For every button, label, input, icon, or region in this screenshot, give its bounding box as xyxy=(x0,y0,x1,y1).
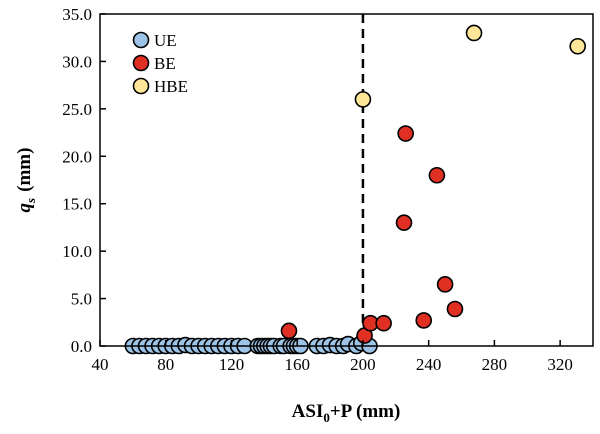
data-point-be xyxy=(415,312,433,329)
x-tick-label: 200 xyxy=(350,355,376,374)
plot-frame xyxy=(99,13,594,347)
legend-marker-ue xyxy=(132,31,150,49)
y-axis-label: qs(mm) xyxy=(14,148,38,213)
y-tick-label: 5.0 xyxy=(71,290,92,309)
y-tick-label: 35.0 xyxy=(62,5,92,24)
x-tick-label: 280 xyxy=(482,355,508,374)
x-tick-label: 160 xyxy=(284,355,310,374)
data-point-be xyxy=(397,125,414,142)
x-tick-label: 240 xyxy=(416,355,442,374)
data-point-be xyxy=(446,300,464,318)
y-tick-label: 25.0 xyxy=(62,100,92,119)
x-axis-label: ASI0+P (mm) xyxy=(292,401,401,425)
legend-marker-hbe xyxy=(132,77,150,95)
x-tick-label: 120 xyxy=(219,355,245,374)
x-tick-label: 320 xyxy=(547,355,573,374)
legend-marker-be xyxy=(132,54,150,72)
x-tick-label: 40 xyxy=(92,355,109,374)
y-tick-label: 30.0 xyxy=(62,52,92,71)
data-point-be xyxy=(395,214,413,231)
y-axis: 0.0 5.0 10.0 15.0 20.0 25.0 30.0 35.0 xyxy=(62,5,106,356)
legend-label-hbe: HBE xyxy=(154,77,188,96)
data-point-hbe xyxy=(465,24,483,42)
legend-label-be: BE xyxy=(154,54,176,73)
y-tick-label: 10.0 xyxy=(62,242,92,261)
x-tick-label: 80 xyxy=(157,355,174,374)
y-tick-label: 20.0 xyxy=(62,147,92,166)
legend: UE BE HBE xyxy=(132,31,188,96)
data-point-hbe xyxy=(354,91,372,108)
data-point-be xyxy=(436,276,454,293)
data-point-hbe xyxy=(569,37,587,55)
data-point-be xyxy=(375,314,392,332)
data-point-be xyxy=(280,322,298,340)
y-tick-label: 15.0 xyxy=(62,195,92,214)
legend-label-ue: UE xyxy=(154,31,177,50)
x-axis: 40 80 120 160 200 240 280 320 xyxy=(92,340,573,374)
data-point-be xyxy=(428,166,446,184)
y-tick-label: 0.0 xyxy=(71,337,92,356)
plot-area xyxy=(124,14,587,355)
